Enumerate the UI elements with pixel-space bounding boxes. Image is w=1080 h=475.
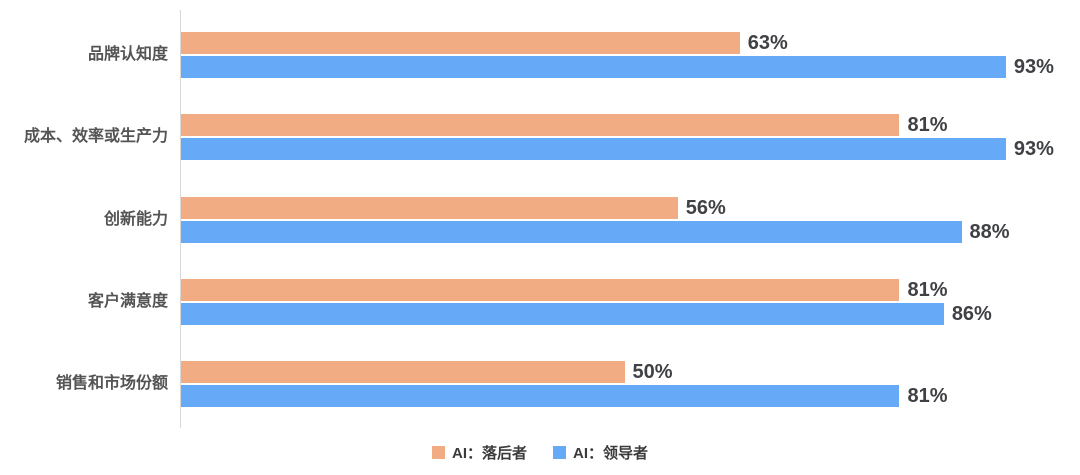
bar-laggard-3: [181, 278, 900, 301]
category-label-4: 销售和市场份额: [55, 375, 168, 393]
bar-laggard-1: [181, 114, 900, 137]
legend-label: AI：领导者: [573, 445, 649, 462]
legend-label: AI：落后者: [451, 445, 527, 462]
legend-swatch-icon: [553, 446, 566, 459]
legend-swatch-icon: [431, 446, 445, 459]
bar-laggard-0: [181, 32, 740, 54]
bar-leader-3: [181, 302, 944, 325]
bar-value-label: 56%: [685, 196, 726, 219]
bar-laggard-4: [181, 361, 625, 384]
bar-leader-2: [181, 220, 962, 243]
bar-value-label: 81%: [907, 385, 948, 408]
bar-value-label: 93%: [1013, 138, 1054, 161]
bar-value-label: 81%: [907, 278, 948, 301]
bar-value-label: 81%: [907, 114, 948, 137]
bar-value-label: 93%: [1013, 56, 1054, 78]
bar-leader-4: [181, 385, 900, 408]
bar-value-label: 88%: [969, 220, 1010, 243]
category-label-1: 成本、效率或生产力: [23, 128, 168, 146]
bar-leader-1: [181, 138, 1006, 161]
legend: AI：落后者 AI：领导者: [0, 442, 1080, 463]
category-label-3: 客户满意度: [87, 292, 168, 310]
bar-laggard-2: [181, 196, 678, 219]
y-axis-line: [180, 10, 181, 428]
bar-value-label: 50%: [632, 361, 673, 384]
bar-value-label: 86%: [951, 302, 992, 325]
bar-value-label: 63%: [747, 32, 788, 54]
plot-area: 63% 93% 81% 93% 56% 88% 81% 86% 50% 81%: [180, 10, 1067, 428]
category-label-2: 创新能力: [103, 210, 168, 228]
legend-item-laggard: AI：落后者: [431, 442, 527, 463]
legend-item-leader: AI：领导者: [553, 442, 648, 463]
bar-leader-0: [181, 56, 1006, 78]
category-label-0: 品牌认知度: [87, 46, 168, 63]
